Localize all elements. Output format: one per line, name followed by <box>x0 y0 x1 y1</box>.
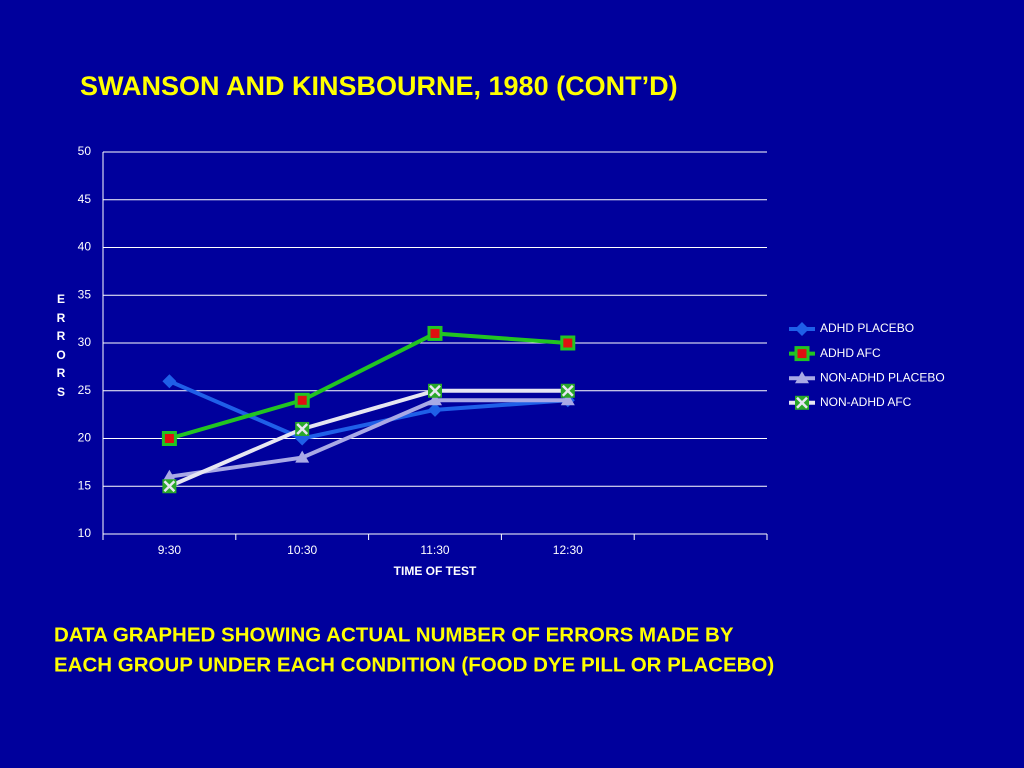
legend-label: ADHD PLACEBO <box>820 321 914 335</box>
x-tick-label: 12:30 <box>553 543 583 557</box>
marker-shape <box>795 371 809 384</box>
legend-marker <box>795 371 809 384</box>
data-point <box>560 393 575 406</box>
y-tick-label: 25 <box>78 383 92 397</box>
caption: DATA GRAPHED SHOWING ACTUAL NUMBER OF ER… <box>54 623 734 646</box>
marker-shape <box>560 335 576 351</box>
y-tick-label: 45 <box>78 192 92 206</box>
marker-shape <box>796 396 808 409</box>
x-tick-label: 10:30 <box>287 543 317 557</box>
marker-shape <box>163 480 176 493</box>
marker-shape <box>162 469 177 482</box>
series-line <box>169 398 568 479</box>
marker-shape <box>428 402 442 417</box>
marker-shape <box>296 423 309 435</box>
data-point <box>162 479 177 494</box>
data-point <box>560 335 576 351</box>
y-tick-label: 50 <box>78 144 92 158</box>
data-point <box>295 450 310 463</box>
data-point <box>428 402 442 417</box>
legend-marker <box>795 322 809 336</box>
y-tick-label: 40 <box>78 240 92 254</box>
marker-shape <box>560 393 575 406</box>
marker-shape <box>429 384 441 397</box>
x-axis-label: TIME OF TEST <box>394 564 477 578</box>
series-line <box>168 331 568 441</box>
series-line <box>168 379 568 441</box>
marker-shape <box>795 322 809 336</box>
legend-marker <box>794 346 810 362</box>
legend-label: NON-ADHD PLACEBO <box>820 370 945 384</box>
marker-shape <box>794 346 810 362</box>
data-point <box>295 421 310 436</box>
data-point <box>162 469 177 482</box>
marker-shape <box>162 374 177 389</box>
x-tick-label: 9:30 <box>158 543 182 557</box>
marker-shape <box>294 392 310 408</box>
y-tick-label: 15 <box>78 478 92 492</box>
legend-label: ADHD AFC <box>820 346 881 360</box>
data-point <box>428 383 442 398</box>
data-point <box>161 431 177 446</box>
y-tick-label: 30 <box>78 335 92 349</box>
chart-title: SWANSON AND KINSBOURNE, 1980 (CONT’D) <box>80 71 678 101</box>
data-point <box>162 374 177 389</box>
y-tick-label: 20 <box>78 431 92 445</box>
marker-shape <box>428 393 442 406</box>
legend-label: NON-ADHD AFC <box>820 395 912 409</box>
data-point <box>294 392 310 408</box>
x-tick-label: 11:30 <box>420 543 449 557</box>
caption: EACH GROUP UNDER EACH CONDITION (FOOD DY… <box>54 653 774 676</box>
y-tick-label: 10 <box>78 526 92 540</box>
data-point <box>560 383 575 398</box>
y-tick-label: 35 <box>78 287 92 301</box>
marker-shape <box>427 325 443 341</box>
series-line <box>168 388 568 489</box>
marker-shape <box>295 450 310 463</box>
data-point <box>428 393 442 406</box>
y-axis-label: ERRORS <box>56 292 66 399</box>
data-point <box>427 325 443 341</box>
marker-shape <box>561 384 574 397</box>
marker-shape <box>161 431 177 446</box>
legend-marker <box>795 395 809 410</box>
